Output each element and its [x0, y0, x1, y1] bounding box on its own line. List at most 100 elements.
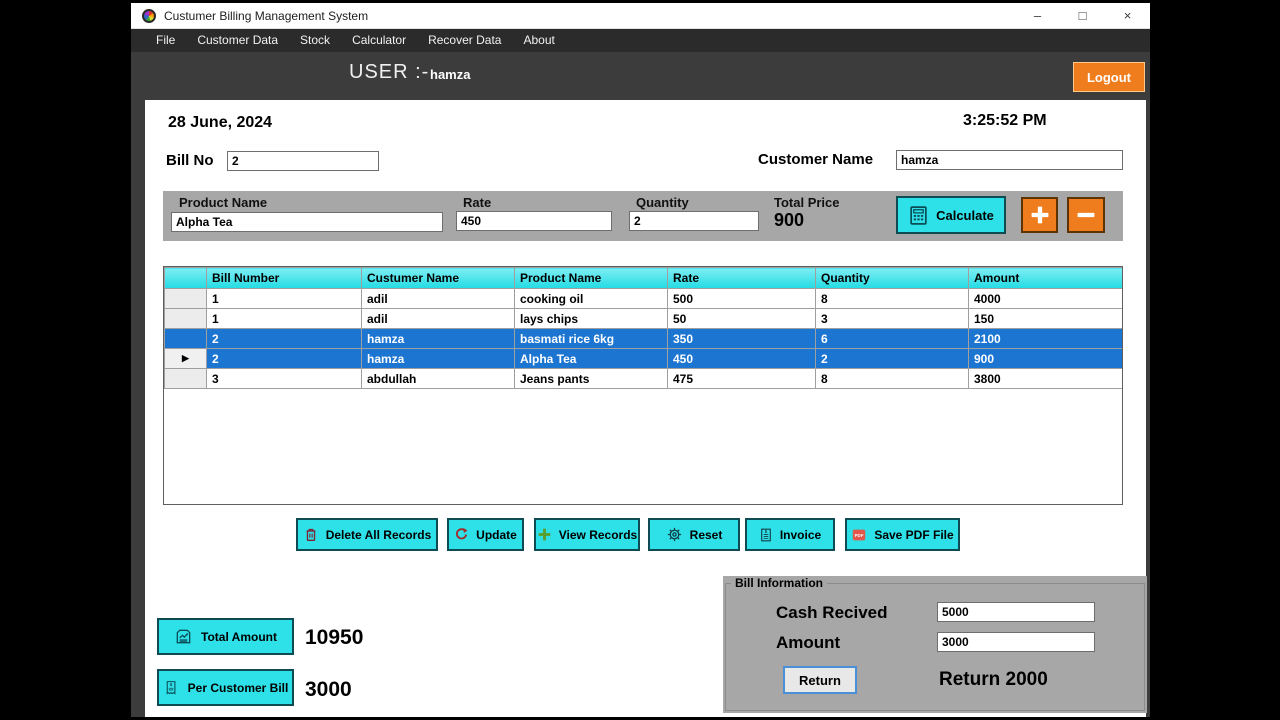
table-cell[interactable]: 3 [815, 308, 969, 329]
add-item-button[interactable] [1021, 197, 1058, 233]
quantity-label: Quantity [636, 195, 689, 210]
calculate-label: Calculate [936, 207, 994, 223]
table-cell[interactable]: 900 [968, 348, 1122, 369]
rate-input[interactable] [456, 211, 612, 231]
table-cell[interactable]: adil [361, 288, 515, 309]
table-cell[interactable]: 8 [815, 288, 969, 309]
delete-all-records-label: Delete All Records [325, 527, 432, 542]
current-row-marker[interactable]: ▶ [164, 348, 207, 369]
row-header-cell[interactable] [164, 328, 207, 349]
col-customer-name[interactable]: Custumer Name [361, 267, 515, 289]
table-cell[interactable]: 3800 [968, 368, 1122, 389]
table-cell[interactable]: 2 [815, 348, 969, 369]
billing-table: Bill Number Custumer Name Product Name R… [163, 266, 1123, 505]
invoice-document-icon: $ [760, 528, 771, 541]
customer-name-label: Customer Name [758, 151, 874, 168]
table-cell[interactable]: adil [361, 308, 515, 329]
table-cell[interactable]: Jeans pants [514, 368, 668, 389]
save-pdf-button[interactable]: PDF Save PDF File [845, 518, 960, 551]
table-cell[interactable]: 2 [206, 348, 362, 369]
svg-text:PDF: PDF [855, 532, 864, 537]
menu-calculator[interactable]: Calculator [352, 33, 407, 47]
receipt-icon: $ [166, 680, 176, 695]
maximize-button[interactable]: □ [1078, 8, 1087, 23]
menu-recover-data[interactable]: Recover Data [428, 33, 502, 47]
title-bar: Custumer Billing Management System – □ × [131, 3, 1150, 29]
clock-label: 3:25:52 PM [963, 112, 1047, 129]
calculate-button[interactable]: Calculate [896, 196, 1006, 234]
table-cell[interactable]: Alpha Tea [514, 348, 668, 369]
table-cell[interactable]: 475 [667, 368, 816, 389]
row-header-corner[interactable] [164, 267, 207, 289]
table-cell[interactable]: abdullah [361, 368, 515, 389]
row-header-cell[interactable] [164, 308, 207, 329]
table-cell[interactable]: 350 [667, 328, 816, 349]
product-name-label: Product Name [179, 195, 268, 210]
user-header: USER :- hamza Logout [131, 52, 1150, 100]
col-quantity[interactable]: Quantity [815, 267, 969, 289]
invoice-button[interactable]: $ Invoice [745, 518, 835, 551]
return-button[interactable]: Return [783, 666, 857, 694]
cash-received-input[interactable] [937, 602, 1095, 622]
table-row[interactable]: 1 adil lays chips 50 3 150 [164, 308, 1122, 329]
per-customer-bill-label: Per Customer Bill [187, 680, 289, 695]
col-product-name[interactable]: Product Name [514, 267, 668, 289]
table-cell[interactable]: 50 [667, 308, 816, 329]
close-button[interactable]: × [1123, 8, 1132, 23]
table-row[interactable]: 1 adil cooking oil 500 8 4000 [164, 288, 1122, 309]
view-records-button[interactable]: View Records [534, 518, 640, 551]
table-cell[interactable]: 8 [815, 368, 969, 389]
calculator-icon [910, 205, 927, 225]
table-cell[interactable]: 500 [667, 288, 816, 309]
logout-button[interactable]: Logout [1073, 62, 1145, 92]
table-cell[interactable]: hamza [361, 348, 515, 369]
main-panel: 28 June, 2024 3:25:52 PM Bill No Custome… [145, 100, 1147, 717]
table-cell[interactable]: basmati rice 6kg [514, 328, 668, 349]
trash-icon [306, 528, 316, 541]
user-label: USER :- [349, 61, 430, 83]
table-cell[interactable]: 2 [206, 328, 362, 349]
table-row[interactable]: 2 hamza basmati rice 6kg 350 6 2100 [164, 328, 1122, 349]
row-header-cell[interactable] [164, 368, 207, 389]
refresh-icon [456, 528, 468, 540]
invoice-label: Invoice [779, 527, 822, 542]
pdf-icon: PDF [853, 529, 866, 540]
remove-item-button[interactable] [1067, 197, 1105, 233]
bill-no-input[interactable] [227, 151, 379, 171]
table-cell[interactable]: hamza [361, 328, 515, 349]
menu-bar: File Customer Data Stock Calculator Reco… [131, 29, 1150, 52]
customer-name-input[interactable] [896, 150, 1123, 170]
table-cell[interactable]: 3 [206, 368, 362, 389]
col-bill-number[interactable]: Bill Number [206, 267, 362, 289]
total-amount-button[interactable]: Total Amount [157, 618, 294, 655]
table-cell[interactable]: 450 [667, 348, 816, 369]
menu-file[interactable]: File [156, 33, 176, 47]
minimize-button[interactable]: – [1033, 8, 1042, 23]
col-rate[interactable]: Rate [667, 267, 816, 289]
table-cell[interactable]: 1 [206, 288, 362, 309]
table-cell[interactable]: 6 [815, 328, 969, 349]
menu-about[interactable]: About [523, 33, 555, 47]
quantity-input[interactable] [629, 211, 759, 231]
menu-stock[interactable]: Stock [300, 33, 331, 47]
table-row[interactable]: ▶ 2 hamza Alpha Tea 450 2 900 [164, 348, 1122, 369]
minus-icon [1077, 212, 1095, 218]
table-cell[interactable]: 4000 [968, 288, 1122, 309]
col-amount[interactable]: Amount [968, 267, 1122, 289]
product-name-input[interactable] [171, 212, 443, 232]
table-cell[interactable]: lays chips [514, 308, 668, 329]
table-header-row: Bill Number Custumer Name Product Name R… [164, 267, 1122, 289]
table-row[interactable]: 3 abdullah Jeans pants 475 8 3800 [164, 368, 1122, 389]
delete-all-records-button[interactable]: Delete All Records [296, 518, 438, 551]
date-label: 28 June, 2024 [168, 114, 273, 131]
table-cell[interactable]: 2100 [968, 328, 1122, 349]
table-cell[interactable]: 1 [206, 308, 362, 329]
table-cell[interactable]: cooking oil [514, 288, 668, 309]
update-button[interactable]: Update [447, 518, 524, 551]
reset-button[interactable]: Reset [648, 518, 740, 551]
amount-input[interactable] [937, 632, 1095, 652]
menu-customer-data[interactable]: Customer Data [197, 33, 279, 47]
row-header-cell[interactable] [164, 288, 207, 309]
table-cell[interactable]: 150 [968, 308, 1122, 329]
per-customer-bill-button[interactable]: $ Per Customer Bill [157, 669, 294, 706]
